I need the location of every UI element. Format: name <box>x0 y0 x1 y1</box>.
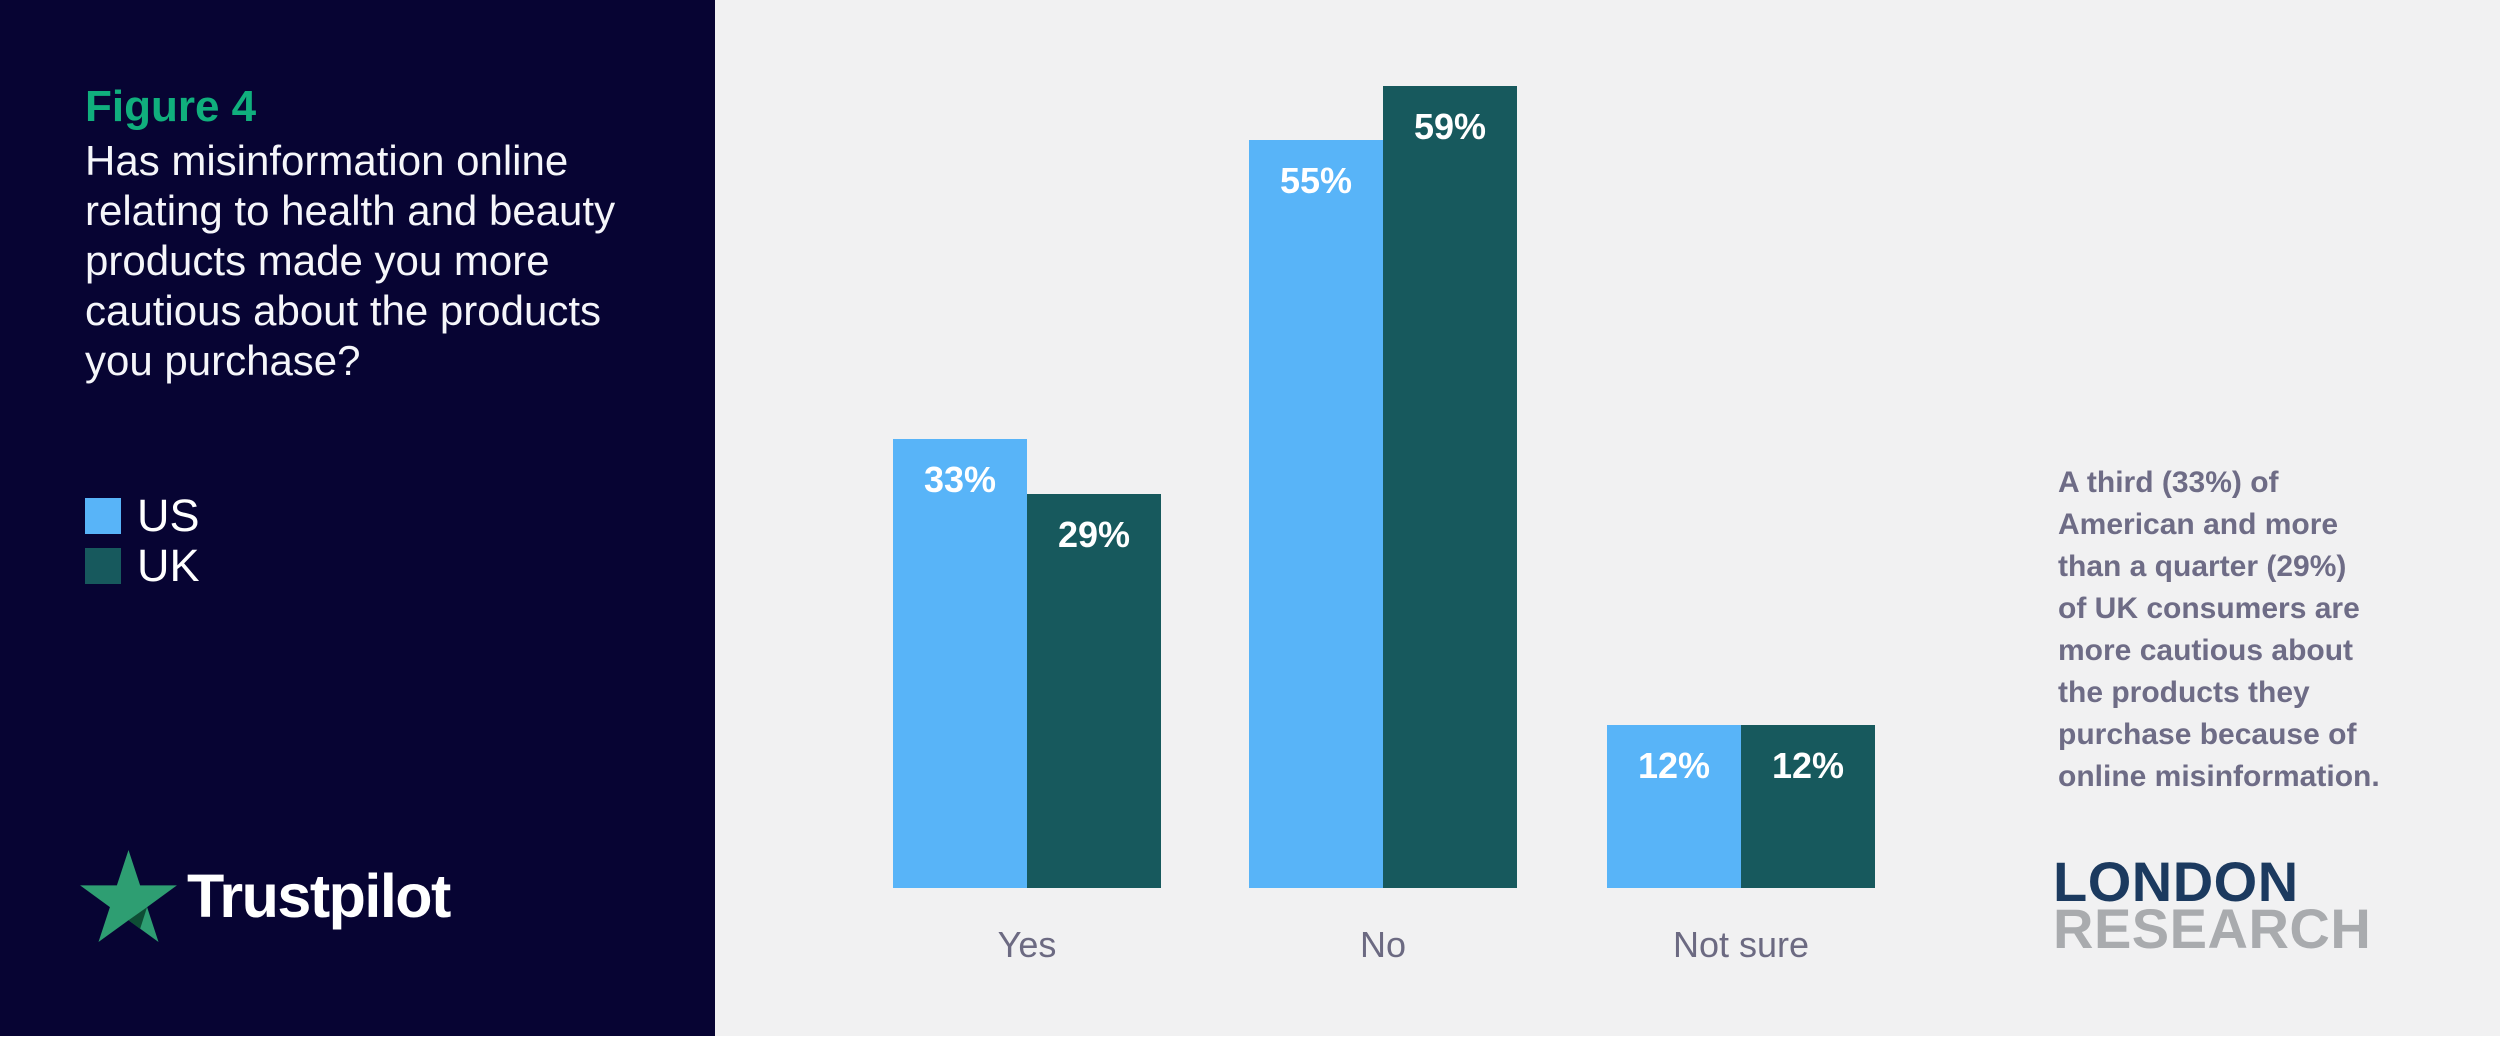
bar-uk-no: 59% <box>1383 86 1517 888</box>
london-research-logo-line1: LONDON <box>2053 850 2299 913</box>
category-label-yes: Yes <box>997 924 1057 965</box>
london-research-logo-line2: RESEARCH <box>2053 897 2372 960</box>
legend: US UK <box>85 490 200 598</box>
trustpilot-logo: Trustpilot <box>80 850 451 942</box>
left-panel: Figure 4 Has misinformation online relat… <box>0 0 715 1036</box>
bar-chart: A third (33%) of American and more than … <box>715 0 2500 1036</box>
bar-value-label-us-no: 55% <box>1279 160 1353 201</box>
bottom-margin-strip <box>0 1036 2500 1042</box>
trustpilot-star-icon <box>80 850 177 942</box>
legend-item-us: US <box>85 490 200 541</box>
bar-value-label-uk-no: 59% <box>1413 106 1487 147</box>
legend-item-uk: UK <box>85 540 200 591</box>
legend-swatch-us <box>85 498 121 534</box>
bar-value-label-uk-not-sure: 12% <box>1771 745 1845 786</box>
bar-value-label-us-not-sure: 12% <box>1637 745 1711 786</box>
chart-question-title: Has misinformation online relating to he… <box>85 137 616 384</box>
bar-us-yes: 33% <box>893 439 1027 888</box>
annotation-text: A third (33%) of American and more than … <box>2058 466 2380 793</box>
legend-label-us: US <box>137 490 200 541</box>
category-label-not-sure: Not sure <box>1672 924 1810 965</box>
bar-uk-yes: 29% <box>1027 494 1161 888</box>
legend-swatch-uk <box>85 548 121 584</box>
trustpilot-wordmark: Trustpilot <box>187 862 451 930</box>
category-label-no: No <box>1359 924 1407 965</box>
bar-value-label-us-yes: 33% <box>923 459 997 500</box>
figure-label: Figure 4 <box>85 82 257 131</box>
legend-label-uk: UK <box>137 540 200 591</box>
bar-us-not-sure: 12% <box>1607 725 1741 888</box>
bar-uk-not-sure: 12% <box>1741 725 1875 888</box>
london-research-logo: LONDON RESEARCH <box>2053 850 2372 960</box>
bar-value-label-uk-yes: 29% <box>1057 514 1131 555</box>
bar-us-no: 55% <box>1249 140 1383 888</box>
